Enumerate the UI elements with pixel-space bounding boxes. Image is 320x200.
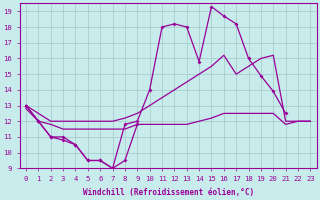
X-axis label: Windchill (Refroidissement éolien,°C): Windchill (Refroidissement éolien,°C): [83, 188, 254, 197]
